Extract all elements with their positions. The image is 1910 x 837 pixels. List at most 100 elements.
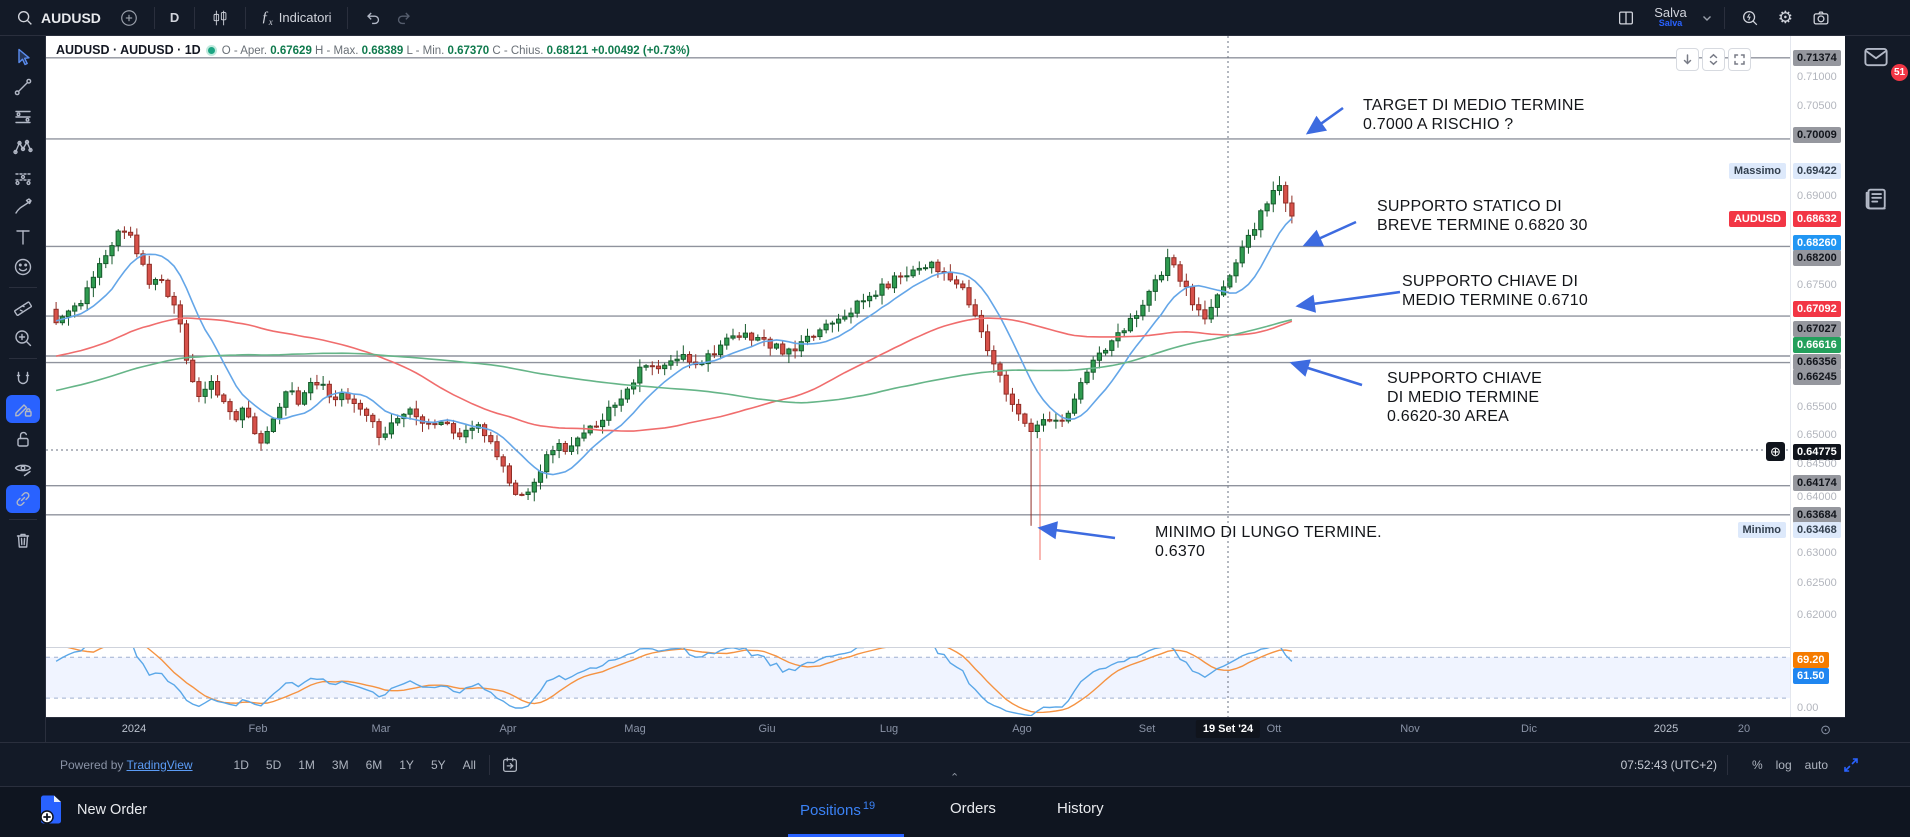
price-label: 0.64000 [1797, 491, 1837, 503]
zoom-in-tool-button[interactable] [6, 324, 40, 352]
lock-drawings-button[interactable] [6, 425, 40, 453]
brush-tool-button[interactable] [6, 193, 40, 221]
range-button-5y[interactable]: 5Y [430, 757, 446, 772]
price-label: 0.70009 [1793, 127, 1841, 143]
xabcd-pattern-icon [12, 139, 33, 155]
legend-change: +0.00492 (+0.73%) [591, 45, 690, 57]
toolbar-divider [8, 358, 37, 359]
trend-line-tool-button[interactable] [6, 73, 40, 101]
pane-settings-icon[interactable]: ⊙ [1820, 722, 1831, 737]
sync-drawings-button[interactable] [5, 485, 40, 513]
save-button[interactable]: Salva Salva [1645, 4, 1696, 32]
price-label: 61.50 [1793, 668, 1829, 684]
log-scale-button[interactable]: log [1775, 757, 1792, 772]
fib-tool-button[interactable] [6, 103, 40, 131]
annotation-text: SUPPORTO STATICO DI BREVE TERMINE 0.6820 … [1377, 198, 1588, 234]
emoji-tool-button[interactable] [6, 253, 40, 281]
magnet-tool-button[interactable] [6, 365, 40, 393]
range-button-1m[interactable]: 1M [298, 757, 315, 772]
cursor-icon [17, 48, 30, 66]
tradingview-link[interactable]: TradingView [126, 757, 193, 772]
annotation-arrow [1295, 290, 1401, 313]
toolbar-separator [153, 6, 155, 29]
price-label: 0.66616 [1793, 337, 1841, 353]
percent-scale-button[interactable]: % [1751, 757, 1763, 772]
go-to-date-icon[interactable] [500, 755, 520, 775]
price-axis[interactable]: 0.71374 0.71000 0.70500 0.70009 0.69422 0.690… [1790, 36, 1845, 717]
expand-panel-chevron[interactable]: ⌃ [950, 772, 960, 784]
rsi-signal-line [67, 648, 1293, 714]
drawing-mode-button[interactable] [5, 395, 40, 423]
price-label: 0.69422 [1793, 163, 1841, 179]
price-label: 0.62500 [1797, 577, 1837, 589]
tab-history[interactable]: History [1057, 800, 1104, 817]
range-button-1d[interactable]: 1D [233, 757, 249, 772]
time-axis[interactable]: ⊙ 2024 Feb Mar Apr Mag Giu Lug Ago Set Ott Nov Dic 2… [46, 717, 1845, 742]
tab-orders[interactable]: Orders [950, 800, 996, 817]
chart-legend[interactable]: AUDUSD · AUDUSD · 1D O - Aper. 0.67629 H… [56, 41, 690, 59]
collapse-pane-button[interactable] [1702, 48, 1725, 71]
legend-ohlc-value: 0.67370 [447, 45, 493, 57]
range-button-all[interactable]: All [462, 757, 476, 772]
compare-add-button[interactable] [110, 4, 148, 32]
range-button-3m[interactable]: 3M [331, 757, 349, 772]
link-icon [15, 491, 30, 507]
legend-ohlc: O - Aper. 0.67629 H - Max. 0.68389 L - M… [222, 43, 690, 57]
range-button-1y[interactable]: 1Y [399, 757, 414, 772]
symbol-name: AUDUSD [41, 9, 101, 26]
forecast-tool-button[interactable] [6, 163, 40, 191]
toolbar-separator [488, 754, 490, 775]
screenshot-button[interactable] [1802, 4, 1840, 32]
clock-timezone[interactable]: 07:52:43 (UTC+2) [1620, 757, 1717, 772]
inbox-button[interactable]: 51 [1861, 42, 1908, 81]
remove-drawings-button[interactable] [6, 526, 40, 554]
time-label: Mar [371, 723, 391, 735]
symbol-search-button[interactable]: AUDUSD [6, 4, 110, 32]
range-button-5d[interactable]: 5D [265, 757, 282, 772]
legend-ohlc-value: 0.67629 [270, 45, 316, 57]
market-status-icon [207, 46, 215, 54]
scroll-right-button[interactable] [1676, 48, 1699, 71]
annotation-arrow [1302, 220, 1357, 247]
chart-pane[interactable]: AUDUSD · AUDUSD · 1D O - Aper. 0.67629 H… [46, 36, 1790, 717]
cursor-tool-button[interactable] [6, 43, 40, 71]
time-label: 2024 [121, 723, 147, 735]
zoom-in-icon [14, 330, 31, 347]
plus-circle-icon [121, 9, 137, 26]
mail-icon [1864, 47, 1888, 67]
redo-button[interactable] [392, 4, 423, 32]
auto-scale-button[interactable]: auto [1804, 757, 1828, 772]
scale-buttons: % log auto [1752, 758, 1828, 772]
search-icon [17, 10, 32, 25]
collapse-icon [1709, 53, 1718, 66]
ruler-icon [13, 301, 32, 316]
new-order-button[interactable]: New Order [38, 795, 147, 825]
tab-positions[interactable]: Positions 19 [800, 800, 876, 819]
ma-line-fast [55, 217, 1293, 476]
quick-search-button[interactable] [1731, 4, 1769, 32]
price-label: 69.20 [1793, 652, 1829, 668]
maximize-icon [1734, 54, 1745, 65]
undo-icon [366, 12, 379, 24]
range-button-6m[interactable]: 6M [365, 757, 383, 772]
price-label: 0.64500 [1797, 458, 1837, 470]
layout-button[interactable] [1607, 4, 1645, 32]
undo-button[interactable] [354, 4, 392, 32]
add-alert-plus-button[interactable]: ⊕ [1766, 442, 1785, 461]
pattern-tool-button[interactable] [6, 133, 40, 161]
hide-drawings-button[interactable] [6, 455, 40, 483]
settings-button[interactable]: ⚙ [1769, 4, 1802, 32]
news-button[interactable] [1861, 184, 1891, 219]
fullscreen-pane-icon[interactable] [1842, 756, 1860, 774]
layout-split-icon [1619, 10, 1634, 25]
maximize-pane-button[interactable] [1728, 48, 1751, 71]
interval-button[interactable]: D [161, 4, 188, 32]
text-tool-button[interactable] [6, 223, 40, 251]
indicators-button[interactable]: ƒx Indicatori [252, 4, 340, 32]
arrow-down-icon [1683, 54, 1692, 65]
save-label: Salva [1654, 4, 1687, 20]
measure-tool-button[interactable] [6, 294, 40, 322]
save-menu-chevron[interactable] [1696, 4, 1718, 32]
chart-style-button[interactable] [201, 4, 239, 32]
time-label: Giu [758, 723, 776, 735]
